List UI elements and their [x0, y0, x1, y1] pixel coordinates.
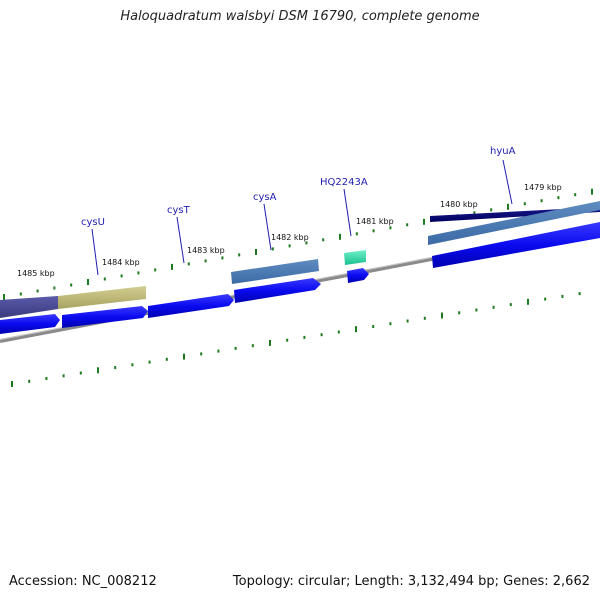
- map-title: Haloquadratum walsbyi DSM 16790, complet…: [120, 9, 480, 24]
- kbp-label-1484: 1484 kbp: [102, 258, 140, 267]
- gene-label-cysT: cysT: [167, 205, 191, 216]
- gene-feature-hyuA: [428, 201, 600, 245]
- kbp-label-1485: 1485 kbp: [17, 269, 55, 278]
- cds-arrow-1: [62, 306, 148, 328]
- cds-arrow-5: [432, 222, 600, 268]
- cds-arrow-4: [347, 268, 369, 283]
- kbp-label-1479: 1479 kbp: [524, 183, 562, 192]
- tick-row-lower: [11, 292, 581, 387]
- accession-text: Accession: NC_008212: [9, 574, 157, 589]
- leader-hyuA: [502, 159, 513, 205]
- gene-label-cysU: cysU: [81, 217, 105, 228]
- gene-feature-cysA: [231, 259, 319, 284]
- gene-feature-HQ2243A: [344, 250, 366, 265]
- leader-cysU: [91, 228, 99, 276]
- kbp-label-1482: 1482 kbp: [271, 233, 309, 242]
- leader-HQ2243A: [343, 188, 352, 237]
- gene-label-cysA: cysA: [253, 192, 277, 203]
- kbp-label-1481: 1481 kbp: [356, 217, 394, 226]
- kbp-label-1483: 1483 kbp: [187, 246, 225, 255]
- gene-label-hyuA: hyuA: [490, 146, 516, 157]
- cds-arrow-2: [148, 294, 234, 318]
- kbp-label-1480: 1480 kbp: [440, 200, 478, 209]
- tick-row-upper: [3, 188, 593, 300]
- topology-text: Topology: circular; Length: 3,132,494 bp…: [232, 574, 590, 589]
- leader-cysT: [176, 216, 185, 264]
- gene-label-HQ2243A: HQ2243A: [320, 177, 368, 188]
- gene-feature-purple: [0, 296, 58, 318]
- cds-arrow-3: [234, 278, 321, 303]
- leader-cysA: [263, 203, 272, 251]
- cds-arrow-0: [0, 314, 60, 334]
- gene-feature-cysU: [58, 286, 146, 309]
